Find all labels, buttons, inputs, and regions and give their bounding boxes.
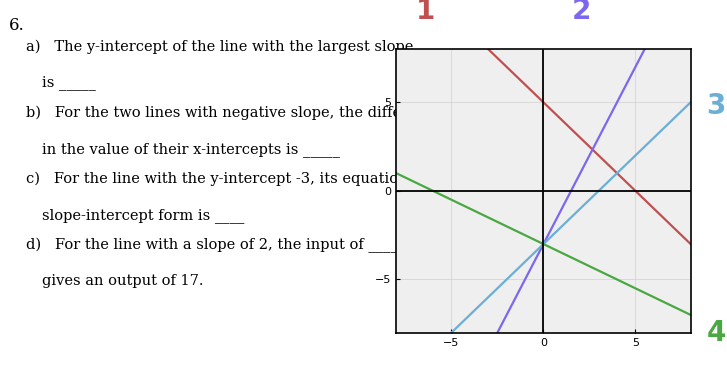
Text: 6.: 6.	[9, 17, 25, 34]
Text: slope-intercept form is ____: slope-intercept form is ____	[42, 208, 244, 223]
Text: in the value of their x-intercepts is _____: in the value of their x-intercepts is __…	[42, 142, 340, 156]
Text: a)   The y-intercept of the line with the largest slope: a) The y-intercept of the line with the …	[26, 40, 414, 54]
Text: gives an output of 17.: gives an output of 17.	[42, 274, 204, 288]
Text: 1: 1	[416, 0, 435, 25]
Text: c)   For the line with the y-intercept -3, its equation in: c) For the line with the y-intercept -3,…	[26, 172, 427, 186]
Text: is _____: is _____	[42, 76, 96, 90]
Text: d)   For the line with a slope of 2, the input of _____: d) For the line with a slope of 2, the i…	[26, 238, 405, 253]
Text: b)   For the two lines with negative slope, the difference: b) For the two lines with negative slope…	[26, 106, 443, 120]
Text: 3: 3	[707, 92, 726, 120]
Text: 4: 4	[707, 319, 726, 347]
Text: 2: 2	[572, 0, 591, 25]
